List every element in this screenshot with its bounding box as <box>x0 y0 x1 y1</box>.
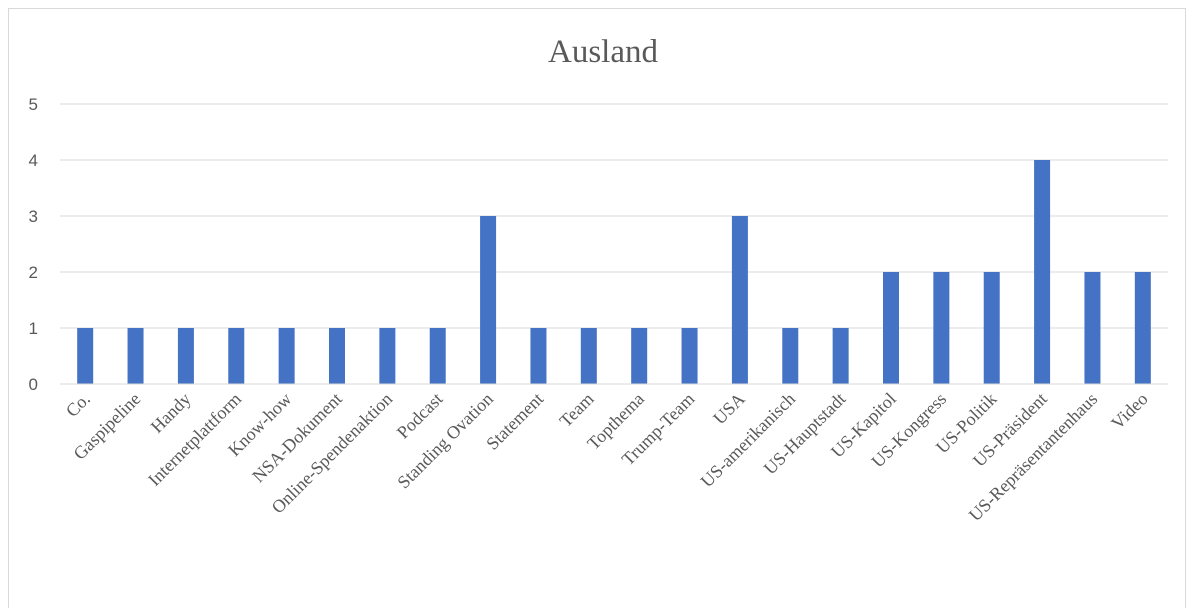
y-tick-label: 1 <box>29 319 38 338</box>
bar <box>832 328 849 384</box>
x-axis-labels: Co.Gaspipeline HandyInternetplattformKnow… <box>62 389 1152 525</box>
y-tick-label: 5 <box>29 95 38 114</box>
bar <box>933 272 950 384</box>
bar <box>1034 160 1051 384</box>
x-tick-label: NSA-Dokument <box>248 389 346 487</box>
x-tick-label: Co. <box>62 389 94 421</box>
y-tick-label: 2 <box>29 263 38 282</box>
x-tick-label: Video <box>1107 389 1151 433</box>
x-tick-label: USA <box>709 389 749 429</box>
bar <box>1134 272 1151 384</box>
x-tick-label: Team <box>555 389 597 431</box>
bar <box>580 328 597 384</box>
bar <box>782 328 799 384</box>
bar <box>228 328 245 384</box>
bar <box>329 328 345 384</box>
bar <box>731 216 748 384</box>
x-tick-label: Handy <box>147 389 195 437</box>
bar <box>127 328 144 384</box>
bar <box>631 328 648 384</box>
y-axis-ticks: 0 1 2 3 4 5 <box>29 95 38 394</box>
bar <box>278 328 295 384</box>
bar <box>530 328 547 384</box>
bar <box>77 328 94 384</box>
bar <box>177 328 194 384</box>
bar <box>983 272 1000 384</box>
bar <box>1084 272 1101 384</box>
y-tick-label: 3 <box>29 207 38 226</box>
bar <box>883 272 899 384</box>
chart-title: Ausland <box>548 34 658 70</box>
y-tick-label: 4 <box>29 151 38 170</box>
y-tick-label: 0 <box>29 375 38 394</box>
bar <box>429 328 446 384</box>
bar <box>379 328 396 384</box>
bar <box>480 216 497 384</box>
gridlines <box>60 103 1168 329</box>
bars <box>77 160 1151 384</box>
bar <box>681 328 698 384</box>
